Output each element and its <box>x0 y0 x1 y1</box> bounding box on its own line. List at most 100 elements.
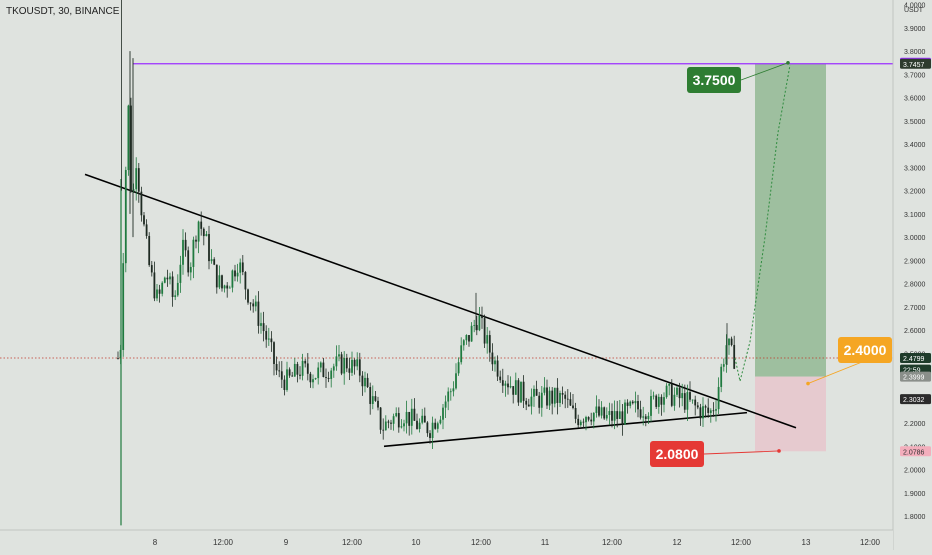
candle-body <box>647 415 650 420</box>
y-tick-label: 2.2000 <box>904 421 926 428</box>
candle-body <box>650 396 652 416</box>
time-axis[interactable] <box>0 530 893 550</box>
target-label-box[interactable] <box>687 67 741 93</box>
candle-body <box>439 419 442 424</box>
candle-body <box>611 411 613 421</box>
candle-body <box>317 367 320 379</box>
candle-body <box>663 397 665 405</box>
stop-label-box[interactable] <box>650 441 704 467</box>
candle-body <box>691 399 694 401</box>
candle-body <box>239 262 242 273</box>
candle-body <box>231 270 234 288</box>
candle-body <box>392 416 395 424</box>
candle-body <box>670 384 673 406</box>
stop-label-text: 2.0800 <box>656 446 699 462</box>
candle-body <box>192 239 195 267</box>
symbol-title: TKOUSDT, 30, BINANCE <box>6 6 120 17</box>
candle-body <box>728 338 730 346</box>
candle-body <box>600 407 603 416</box>
entry-label-box[interactable] <box>838 337 892 363</box>
candle-body <box>137 168 140 192</box>
candle-body <box>260 323 262 326</box>
candle-body <box>644 416 647 420</box>
y-tick-label: 2.0000 <box>904 468 926 475</box>
candle-body <box>504 383 507 386</box>
price-badge-text: 2.3032 <box>903 397 925 404</box>
entry-label-text: 2.4000 <box>844 342 887 358</box>
candle-body <box>681 393 684 399</box>
stop-label-anchor <box>777 449 781 453</box>
y-tick-label: 3.5000 <box>904 119 926 126</box>
candle-body <box>377 400 379 408</box>
y-tick-label: 1.9000 <box>904 491 926 498</box>
stop-label-connector <box>703 450 780 455</box>
y-tick-label: 2.7000 <box>904 305 926 312</box>
candle-body <box>491 352 494 365</box>
x-tick-label: 12:00 <box>602 538 623 547</box>
x-tick-label: 12:00 <box>471 538 492 547</box>
candle-body <box>382 429 385 431</box>
y-tick-label: 3.0000 <box>904 235 926 242</box>
price-axis[interactable] <box>893 0 932 550</box>
candle-body <box>613 411 616 421</box>
candle-body <box>158 289 161 294</box>
candle-body <box>150 265 153 273</box>
candle-body <box>353 359 356 367</box>
candle-body <box>288 369 291 376</box>
candle-body <box>202 228 205 237</box>
candle-body <box>618 411 621 419</box>
candle-body <box>390 422 392 424</box>
candle-body <box>569 399 572 406</box>
candle-body <box>364 377 366 387</box>
candle-body <box>579 421 582 426</box>
y-tick-label: 3.4000 <box>904 142 926 149</box>
candle-body <box>221 275 223 289</box>
candle-body <box>725 345 728 365</box>
candle-body <box>299 374 301 376</box>
candle-body <box>343 357 346 374</box>
candle-body <box>538 395 541 408</box>
candle-body <box>330 370 333 379</box>
candle-body <box>486 335 489 344</box>
candle-body <box>418 422 421 429</box>
candle-body <box>722 364 725 367</box>
candle-body <box>366 377 369 388</box>
candle-body <box>197 221 200 242</box>
candle-body <box>520 381 522 403</box>
candle-body <box>496 360 499 377</box>
candle-body <box>715 409 717 411</box>
price-badge-text: 2.3999 <box>903 375 925 382</box>
target-label-connector <box>740 62 789 81</box>
descending-trendline[interactable] <box>84 173 797 429</box>
candle-body <box>429 433 431 439</box>
candle-body <box>247 289 249 303</box>
candle-body <box>582 421 585 423</box>
candle-body <box>587 417 590 420</box>
candle-body <box>387 421 390 423</box>
candle-body <box>525 400 528 405</box>
x-tick-label: 12:00 <box>213 538 234 547</box>
candle-body <box>621 411 624 425</box>
candle-body <box>431 422 434 439</box>
candle-body <box>709 410 712 413</box>
candle-body <box>205 234 208 237</box>
candle-body <box>712 410 715 412</box>
candle-body <box>512 386 515 395</box>
candle-body <box>184 239 187 251</box>
candle-body <box>434 422 437 429</box>
candle-body <box>590 419 593 422</box>
candle-body <box>286 369 288 390</box>
candle-body <box>218 275 221 288</box>
candle-body <box>122 263 125 350</box>
candle-body <box>447 391 450 402</box>
candle-body <box>553 387 556 404</box>
y-tick-label: 2.9000 <box>904 258 926 265</box>
candle-body <box>169 276 171 280</box>
ascending-trendline[interactable] <box>383 411 748 448</box>
candle-body <box>148 235 151 266</box>
candle-body <box>634 401 637 404</box>
candle-body <box>673 394 676 406</box>
candle-body <box>405 411 408 424</box>
